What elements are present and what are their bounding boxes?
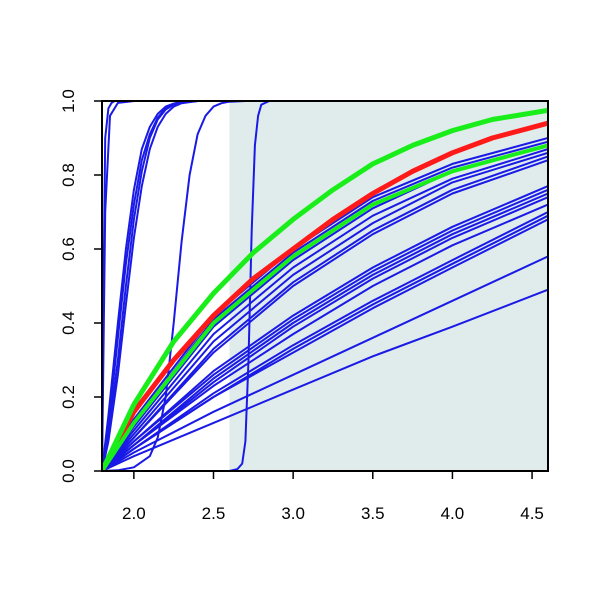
x-tick-label: 4.0 xyxy=(441,504,465,523)
series-line-25-blue xyxy=(102,288,548,471)
series-line-13-blue xyxy=(102,151,548,471)
series-line-3-blue xyxy=(102,101,199,471)
series-layer xyxy=(102,101,548,471)
series-line-24-blue xyxy=(102,255,548,471)
x-tick-label: 3.0 xyxy=(281,504,305,523)
series-line-27-green xyxy=(102,107,548,471)
series-line-23-blue xyxy=(102,218,548,471)
y-tick-label: 0.6 xyxy=(59,237,78,261)
series-line-28-green xyxy=(102,143,548,471)
series-line-17-blue xyxy=(102,188,548,471)
series-line-15-blue xyxy=(102,159,548,471)
x-tick-label: 2.5 xyxy=(202,504,226,523)
series-line-7-blue xyxy=(102,101,247,471)
x-tick-label: 4.5 xyxy=(520,504,544,523)
series-line-6-blue xyxy=(102,101,199,471)
x-tick-label: 3.5 xyxy=(361,504,385,523)
y-tick-label: 0.8 xyxy=(59,163,78,187)
series-line-5-blue xyxy=(102,101,199,471)
x-axis: 2.0 2.5 3.0 3.5 4.0 4.5 xyxy=(122,471,544,523)
shaded-region xyxy=(229,101,548,471)
y-tick-label: 1.0 xyxy=(59,89,78,113)
series-line-20-blue xyxy=(102,203,548,471)
series-line-12-blue xyxy=(102,148,548,471)
y-tick-label: 0.4 xyxy=(59,311,78,335)
plot-frame xyxy=(101,100,549,472)
series-line-2-blue xyxy=(102,101,135,471)
series-line-26-red xyxy=(102,120,548,471)
y-tick-label: 0.2 xyxy=(59,385,78,409)
y-axis: 0.0 0.2 0.4 0.6 0.8 1.0 xyxy=(59,89,102,483)
x-tick-label: 2.0 xyxy=(122,504,146,523)
y-tick-label: 0.0 xyxy=(59,459,78,483)
